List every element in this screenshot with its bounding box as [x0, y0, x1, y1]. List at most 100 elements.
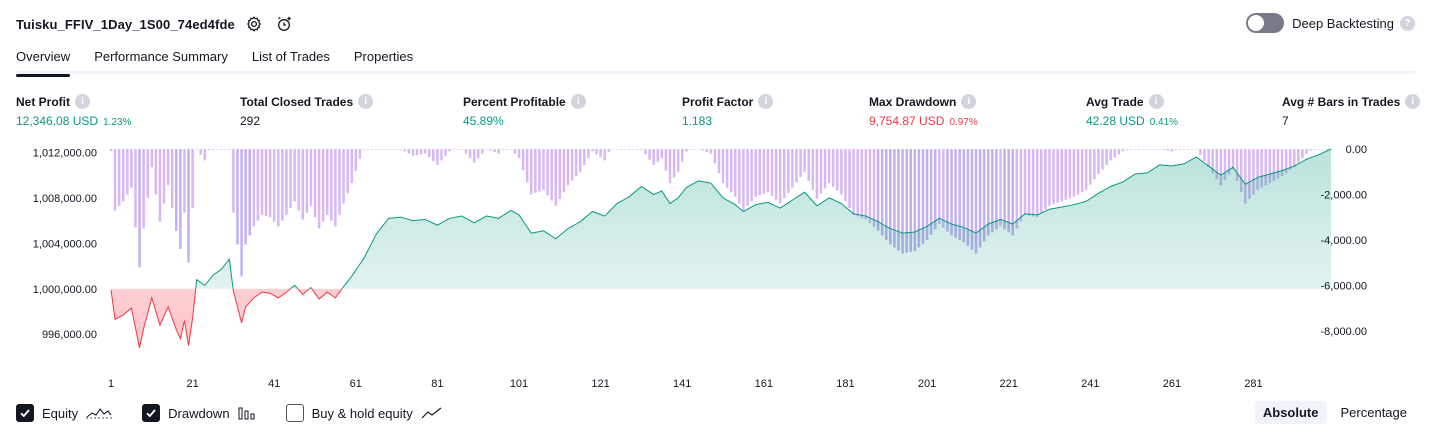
drawdown-bar: [1219, 149, 1223, 186]
drawdown-bar: [166, 149, 170, 186]
equity-toggle[interactable]: Equity: [16, 404, 113, 422]
info-icon[interactable]: i: [758, 94, 774, 109]
add-alert-icon[interactable]: [273, 13, 295, 35]
drawdown-bar: [179, 149, 182, 249]
trade-number-tick-label: 221: [1000, 378, 1018, 390]
drawdown-bar: [1203, 149, 1206, 162]
drawdown-bar: [1080, 149, 1084, 193]
drawdown-bar: [982, 149, 986, 242]
drawdown-bar: [962, 149, 966, 243]
tab-performance-summary[interactable]: Performance Summary: [94, 49, 228, 64]
info-icon[interactable]: i: [358, 94, 374, 109]
info-icon[interactable]: i: [75, 94, 90, 109]
drawdown-bar: [1076, 149, 1080, 195]
drawdown-tick-label: 0.00: [1346, 144, 1367, 156]
drawdown-bar: [999, 149, 1002, 227]
drawdown-bar: [195, 149, 198, 150]
drawdown-bar: [407, 149, 411, 154]
drawdown-bar: [525, 149, 529, 183]
drawdown-bar: [1060, 149, 1063, 202]
drawdown-bar: [142, 149, 145, 229]
drawdown-bar: [121, 149, 125, 202]
drawdown-bar: [513, 149, 517, 154]
drawdown-tick-label: -8,000.00: [1321, 326, 1367, 338]
drawdown-bar: [464, 149, 468, 154]
drawdown-bar: [493, 149, 496, 153]
toggle-knob: [1248, 15, 1265, 31]
drawdown-bar: [1313, 149, 1316, 150]
drawdown-bar: [387, 149, 390, 150]
buy-hold-toggle[interactable]: Buy & hold equity: [285, 404, 443, 422]
drawdown-bar: [154, 149, 158, 195]
drawdown-bar: [1133, 149, 1137, 150]
drawdown-bar: [742, 149, 745, 211]
drawdown-tick-label: -2,000.00: [1321, 190, 1367, 202]
drawdown-bar: [807, 149, 810, 181]
metric-net-profit: Net Profit i 12,346.08 USD 1.23%: [16, 94, 131, 128]
drawdown-bar: [1105, 149, 1108, 165]
drawdown-bar: [827, 149, 831, 184]
drawdown-bar: [1158, 149, 1161, 150]
equity-drawdown-chart[interactable]: 1,012,000.00 1,008,000.00 1,004,000.00 1,00…: [0, 140, 1431, 398]
drawdown-bar: [126, 149, 129, 195]
drawdown-bar: [1301, 149, 1304, 159]
deep-backtesting-toggle[interactable]: [1246, 13, 1285, 33]
drawdown-checkbox[interactable]: [142, 404, 161, 422]
drawdown-bar: [844, 149, 847, 202]
strategy-header: Tuisku_FFIV_1Day_1S00_74ed4fde: [16, 12, 295, 36]
drawdown-bar: [725, 149, 729, 188]
tab-overview[interactable]: Overview: [16, 44, 71, 77]
drawdown-bar: [680, 149, 684, 162]
metric-label: Net Profit: [16, 94, 70, 109]
equity-axis: 1,012,000.00 1,008,000.00 1,004,000.00 1,00…: [33, 147, 97, 341]
mode-percentage-button[interactable]: Percentage: [1340, 405, 1408, 420]
drawdown-bar: [1227, 149, 1231, 175]
drawdown-bar: [558, 149, 562, 199]
help-icon[interactable]: ?: [1400, 15, 1415, 31]
trade-number-tick-label: 161: [755, 378, 773, 390]
equity-checkbox[interactable]: [16, 404, 34, 422]
info-icon[interactable]: i: [961, 94, 977, 109]
metric-avg-trade: Avg Trade i 42.28 USD 0.41%: [1086, 94, 1178, 128]
drawdown-bar: [399, 149, 402, 150]
drawdown-toggle[interactable]: Drawdown: [142, 404, 255, 422]
drawdown-bar: [309, 149, 313, 206]
chart-legend: Equity Drawdown Buy & hold equity: [16, 404, 473, 422]
drawdown-bar: [554, 149, 558, 206]
drawdown-bar: [1325, 149, 1329, 150]
drawdown-bar: [305, 149, 309, 213]
tab-list-of-trades[interactable]: List of Trades: [251, 49, 330, 64]
drawdown-bar: [950, 149, 953, 236]
settings-icon[interactable]: [243, 13, 265, 35]
drawdown-bar: [1309, 149, 1312, 151]
drawdown-bar: [415, 149, 419, 156]
drawdown-bar: [815, 149, 819, 199]
drawdown-bar: [836, 149, 839, 191]
drawdown-bar: [611, 149, 615, 150]
info-icon[interactable]: i: [570, 94, 586, 109]
metrics-row: Net Profit i 12,346.08 USD 1.23% Total Clo…: [0, 94, 1431, 130]
info-icon[interactable]: i: [1148, 94, 1164, 109]
drawdown-bar: [342, 149, 345, 204]
drawdown-bar: [219, 149, 223, 150]
buy-hold-checkbox[interactable]: [285, 404, 304, 422]
drawdown-bar: [1121, 149, 1125, 152]
drawdown-bar: [223, 149, 227, 150]
drawdown-bar: [460, 149, 464, 150]
tab-properties[interactable]: Properties: [353, 49, 414, 64]
metric-label: Max Drawdown: [869, 94, 957, 109]
mode-absolute-button[interactable]: Absolute: [1254, 401, 1327, 424]
drawdown-bar: [293, 149, 296, 202]
metric-percent-profitable: Percent Profitable i 45.89%: [463, 94, 586, 128]
drawdown-bar: [199, 149, 203, 155]
equity-area-negative: [111, 288, 342, 348]
drawdown-bar: [538, 149, 541, 192]
metric-value: 9,754.87 USD: [869, 114, 945, 128]
drawdown-bar: [530, 149, 533, 195]
drawdown-bar: [591, 149, 594, 152]
info-icon[interactable]: i: [1405, 94, 1421, 109]
drawdown-bar: [542, 149, 545, 190]
drawdown-bar: [1154, 149, 1157, 150]
drawdown-bar: [1256, 149, 1259, 190]
drawdown-bar: [685, 149, 688, 152]
